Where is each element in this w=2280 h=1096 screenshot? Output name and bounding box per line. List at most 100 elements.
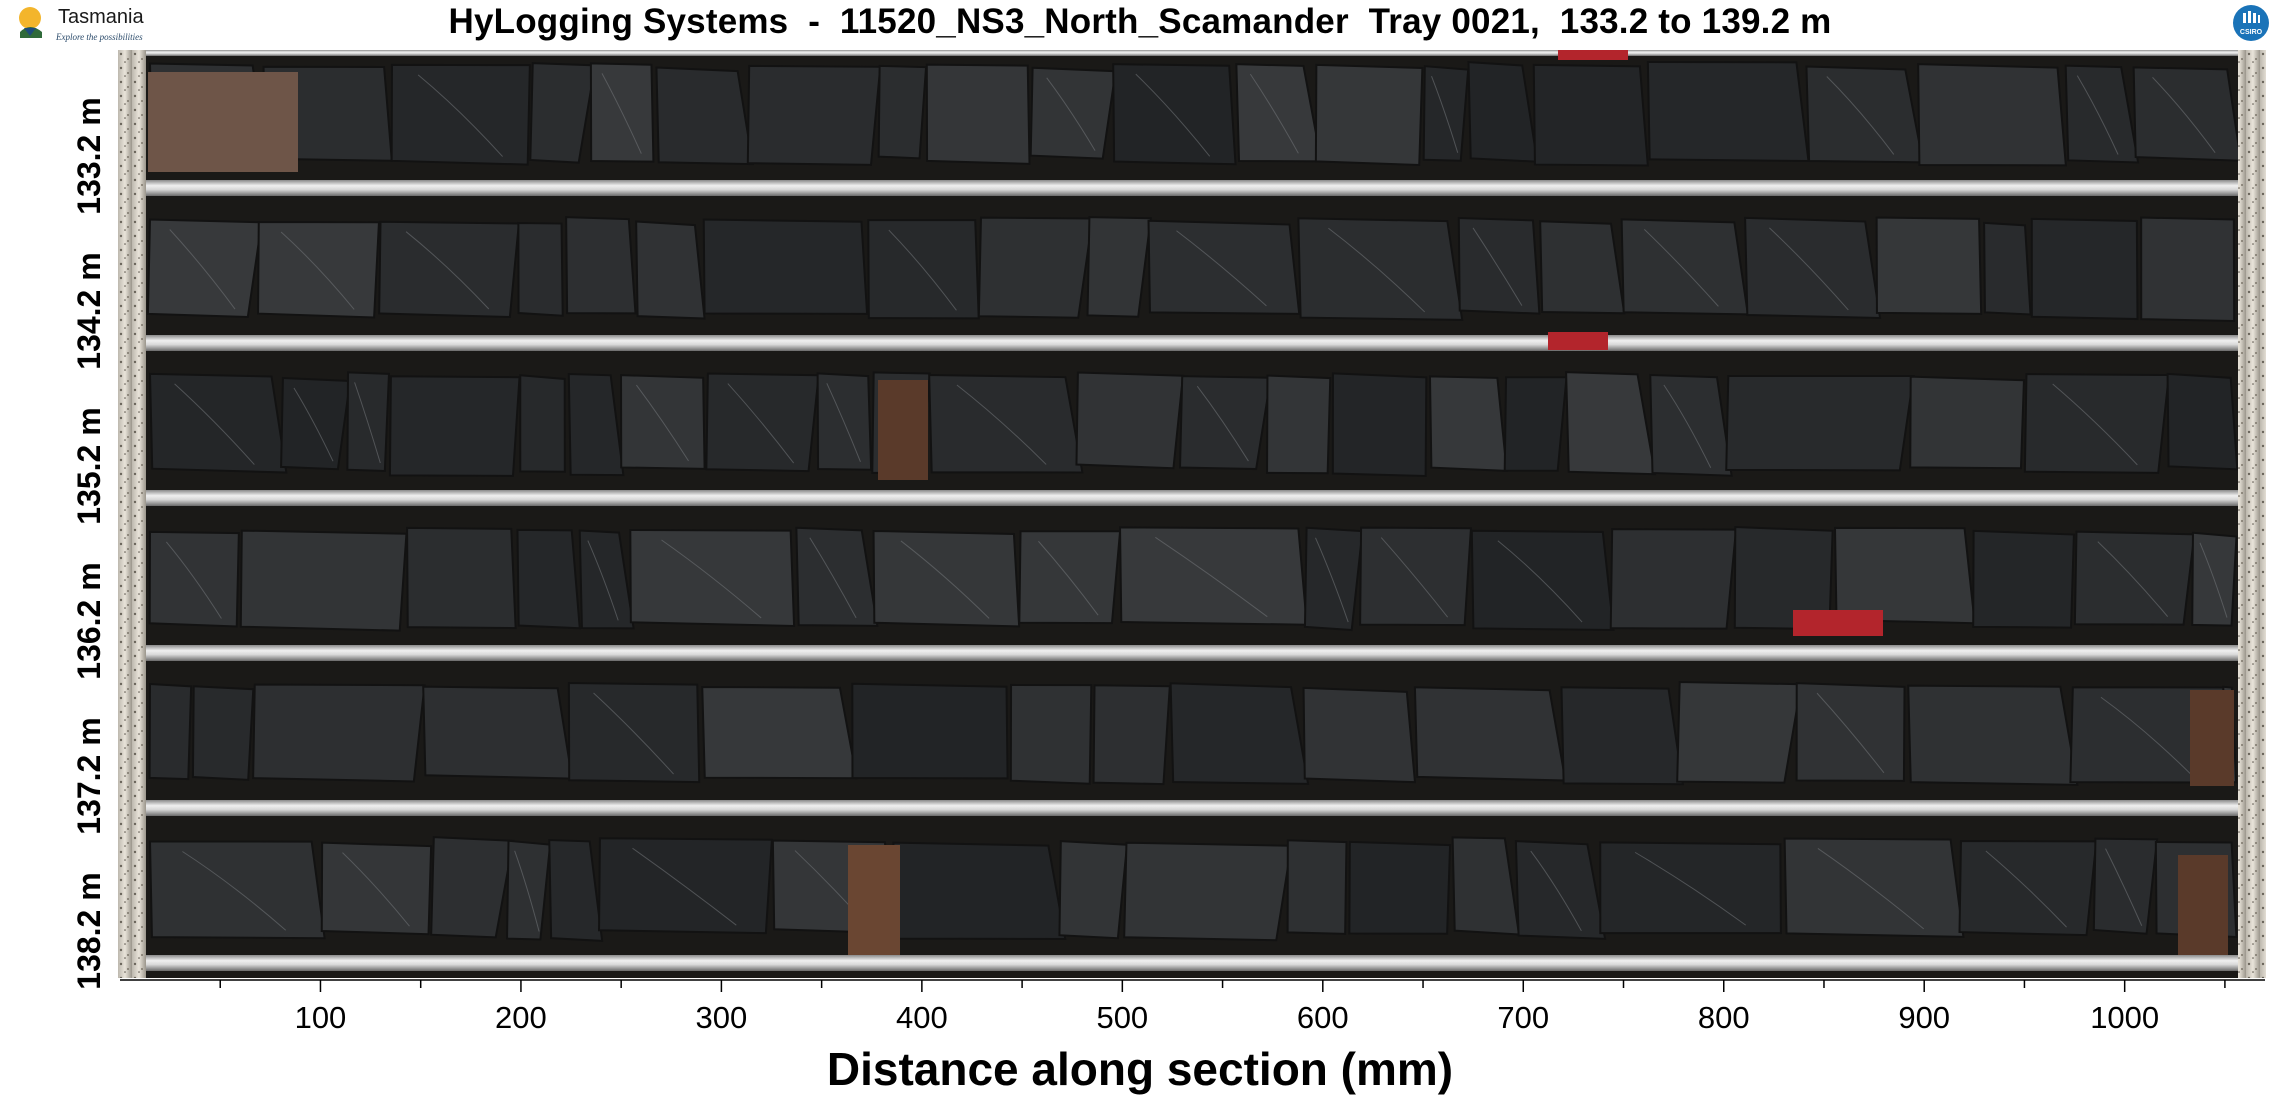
core-vein	[2152, 77, 2216, 153]
core-piece	[519, 374, 566, 473]
core-piece	[2073, 530, 2196, 626]
core-piece	[548, 839, 604, 942]
depth-label-column: 133.2 m 134.2 m 135.2 m 136.2 m 137.2 m …	[60, 50, 118, 989]
core-piece	[239, 529, 408, 632]
x-axis-tick-label: 200	[495, 1000, 547, 1035]
tasmania-crest-icon	[19, 7, 42, 38]
tray-end-right	[2238, 50, 2266, 978]
core-vein	[342, 852, 410, 927]
core-piece	[406, 526, 517, 630]
x-axis-tick-label: 900	[1898, 1000, 1951, 1035]
core-vein	[2097, 541, 2169, 617]
core-vein	[1038, 540, 1099, 616]
core-piece	[2166, 372, 2239, 471]
core-piece	[1428, 375, 1508, 472]
core-vein	[601, 73, 642, 154]
core-vein	[1431, 76, 1459, 153]
core-vein	[1155, 536, 1268, 618]
core-piece	[516, 528, 581, 630]
core-vein	[587, 540, 619, 621]
core-piece	[1503, 376, 1568, 472]
core-vein	[174, 383, 255, 465]
core-vein	[2100, 696, 2192, 775]
core-piece	[1676, 681, 1803, 784]
core-piece	[1009, 683, 1093, 785]
core-piece	[1514, 840, 1607, 940]
core-vein	[182, 851, 287, 931]
red-tag	[1558, 50, 1628, 60]
core-piece	[2140, 216, 2236, 323]
core-piece	[1297, 217, 1464, 321]
core-piece	[506, 839, 552, 941]
tray-background	[118, 50, 2266, 978]
core-piece	[1331, 372, 1428, 477]
core-piece	[346, 371, 391, 472]
depth-label: 137.2 m	[71, 717, 107, 835]
depth-block	[2190, 690, 2234, 786]
core-vein	[1135, 73, 1211, 157]
core-vein	[1196, 385, 1249, 462]
core-piece	[565, 216, 637, 315]
depth-label: 134.2 m	[71, 252, 107, 370]
core-vein	[1249, 73, 1299, 154]
core-vein	[593, 692, 674, 775]
core-piece	[1348, 840, 1452, 935]
core-piece	[1286, 839, 1348, 935]
core-piece	[1972, 529, 2075, 629]
core-tray-image	[118, 50, 2266, 978]
core-vein	[1176, 230, 1267, 307]
core-vein	[280, 231, 355, 310]
core-piece	[1833, 526, 1976, 625]
core-vein	[2076, 75, 2119, 155]
core-piece	[1086, 216, 1152, 318]
core-vein	[661, 539, 762, 619]
core-vein	[2105, 848, 2143, 926]
core-piece	[1123, 841, 1293, 942]
core-vein	[1472, 227, 1523, 306]
core-piece	[746, 64, 882, 166]
core-tray-photo	[118, 50, 2266, 978]
core-piece	[1532, 63, 1649, 167]
core-vein	[1634, 851, 1747, 926]
core-row	[118, 681, 2266, 816]
core-piece	[1560, 686, 1685, 786]
core-piece	[1302, 686, 1417, 784]
core-piece	[851, 682, 1009, 780]
core-piece	[1907, 684, 2079, 786]
core-piece	[702, 218, 869, 315]
core-piece	[1058, 840, 1129, 940]
x-axis-ticks	[120, 979, 2265, 992]
core-row	[118, 216, 2266, 351]
core-piece	[655, 66, 754, 166]
core-piece	[567, 372, 625, 477]
core-piece	[280, 376, 352, 471]
core-vein	[1328, 227, 1426, 313]
core-piece	[1875, 216, 1983, 315]
core-vein	[888, 229, 957, 311]
core-piece	[2132, 66, 2242, 162]
core-vein	[293, 387, 334, 462]
core-piece	[257, 220, 381, 319]
tray-rail	[118, 335, 2266, 351]
core-vein	[1497, 540, 1583, 623]
core-piece	[1018, 530, 1122, 625]
core-piece	[388, 375, 521, 477]
core-vein	[632, 847, 737, 926]
core-rows	[118, 50, 2266, 971]
depth-block	[2178, 855, 2228, 955]
core-vein	[405, 231, 490, 310]
tray-end-left	[118, 50, 146, 978]
red-tag	[1793, 610, 1883, 636]
core-piece	[390, 63, 531, 166]
core-piece	[892, 841, 1067, 941]
core-piece	[1092, 684, 1171, 786]
core-piece	[2064, 64, 2140, 164]
core-piece	[877, 64, 928, 160]
core-piece	[2092, 837, 2159, 935]
core-piece	[1075, 371, 1185, 470]
core-vein	[514, 850, 540, 932]
core-piece	[705, 372, 820, 473]
core-piece	[430, 836, 515, 939]
core-vein	[826, 383, 861, 462]
tray-rail	[118, 645, 2266, 661]
